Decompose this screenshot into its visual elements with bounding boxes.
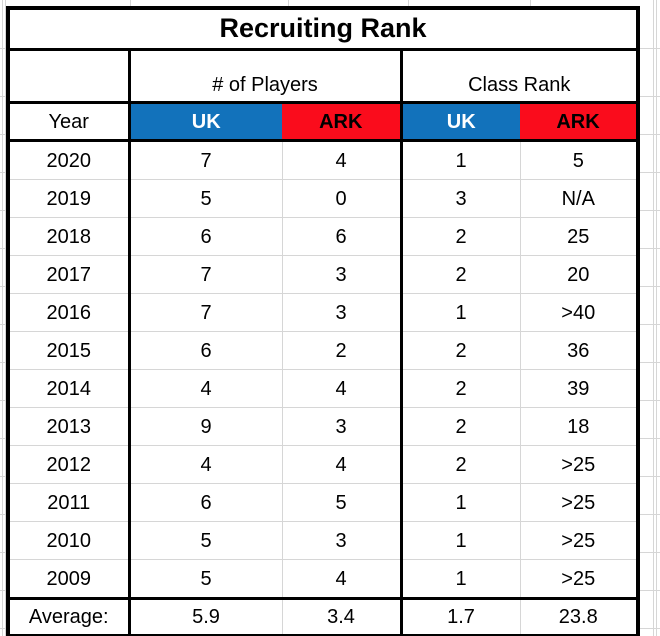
year-cell: 2009 bbox=[8, 559, 131, 599]
uk-players-cell: 4 bbox=[129, 445, 283, 484]
uk-players-cell: 7 bbox=[129, 140, 283, 180]
uk-players-cell: 5 bbox=[129, 521, 283, 560]
gridline-vertical bbox=[656, 0, 657, 636]
uk-players-cell: 6 bbox=[129, 483, 283, 522]
ark-players-cell: 4 bbox=[282, 559, 403, 599]
table-row: 2015 6 2 2 36 bbox=[8, 331, 638, 370]
ark-rank-cell: >40 bbox=[520, 293, 638, 332]
year-cell: 2018 bbox=[8, 217, 131, 256]
ark-rank-cell: 36 bbox=[520, 331, 638, 370]
recruiting-rank-table: Recruiting Rank # of Players Class Rank … bbox=[6, 6, 640, 636]
uk-players-cell: 7 bbox=[129, 255, 283, 294]
uk-rank-cell: 2 bbox=[401, 255, 521, 294]
ark-players-cell: 0 bbox=[282, 179, 403, 218]
uk-rank-cell: 1 bbox=[401, 521, 521, 560]
ark-rank-header: ARK bbox=[520, 102, 638, 142]
table-title: Recruiting Rank bbox=[8, 8, 638, 51]
year-cell: 2010 bbox=[8, 521, 131, 560]
table-row: 2017 7 3 2 20 bbox=[8, 255, 638, 294]
ark-rank-cell: 25 bbox=[520, 217, 638, 256]
uk-players-cell: 5 bbox=[129, 559, 283, 599]
uk-players-cell: 6 bbox=[129, 331, 283, 370]
year-cell: 2016 bbox=[8, 293, 131, 332]
gridline-vertical bbox=[5, 0, 6, 636]
ark-players-cell: 4 bbox=[282, 140, 403, 180]
table-row: 2014 4 4 2 39 bbox=[8, 369, 638, 408]
group-header-classrank: Class Rank bbox=[401, 49, 638, 104]
year-cell: 2012 bbox=[8, 445, 131, 484]
ark-rank-cell: >25 bbox=[520, 445, 638, 484]
uk-rank-cell: 2 bbox=[401, 369, 521, 408]
ark-players-cell: 3 bbox=[282, 407, 403, 446]
year-cell: 2014 bbox=[8, 369, 131, 408]
table-row: 2020 7 4 1 5 bbox=[8, 140, 638, 180]
uk-rank-cell: 1 bbox=[401, 293, 521, 332]
column-header-row: Year UK ARK UK ARK bbox=[8, 102, 638, 142]
table-row: 2011 6 5 1 >25 bbox=[8, 483, 638, 522]
ark-rank-cell: 5 bbox=[520, 140, 638, 180]
table-row: 2016 7 3 1 >40 bbox=[8, 293, 638, 332]
ark-rank-cell: N/A bbox=[520, 179, 638, 218]
group-header-row: # of Players Class Rank bbox=[8, 49, 638, 104]
year-cell: 2020 bbox=[8, 140, 131, 180]
ark-rank-cell: 20 bbox=[520, 255, 638, 294]
uk-rank-cell: 2 bbox=[401, 331, 521, 370]
year-cell: 2013 bbox=[8, 407, 131, 446]
ark-players-cell: 4 bbox=[282, 445, 403, 484]
uk-players-cell: 7 bbox=[129, 293, 283, 332]
average-value-cell: 3.4 bbox=[282, 597, 403, 636]
ark-players-cell: 2 bbox=[282, 331, 403, 370]
ark-players-cell: 3 bbox=[282, 255, 403, 294]
uk-rank-cell: 2 bbox=[401, 445, 521, 484]
ark-rank-cell: 18 bbox=[520, 407, 638, 446]
uk-rank-header: UK bbox=[401, 102, 520, 142]
ark-rank-cell: >25 bbox=[520, 559, 638, 599]
year-header-cell: Year bbox=[8, 102, 131, 142]
group-header-players: # of Players bbox=[129, 49, 403, 104]
gridline-vertical bbox=[653, 0, 654, 636]
ark-rank-cell: >25 bbox=[520, 521, 638, 560]
ark-players-cell: 6 bbox=[282, 217, 403, 256]
uk-players-cell: 4 bbox=[129, 369, 283, 408]
ark-players-cell: 4 bbox=[282, 369, 403, 408]
average-label-cell: Average: bbox=[8, 597, 131, 636]
table-row: 2010 5 3 1 >25 bbox=[8, 521, 638, 560]
uk-rank-cell: 2 bbox=[401, 217, 521, 256]
uk-players-header: UK bbox=[129, 102, 282, 142]
table-row: 2018 6 6 2 25 bbox=[8, 217, 638, 256]
uk-players-cell: 5 bbox=[129, 179, 283, 218]
table-row: 2009 5 4 1 >25 bbox=[8, 559, 638, 599]
table-row: 2012 4 4 2 >25 bbox=[8, 445, 638, 484]
year-cell: 2011 bbox=[8, 483, 131, 522]
uk-players-cell: 6 bbox=[129, 217, 283, 256]
gridline-vertical bbox=[2, 0, 3, 636]
table-row: 2013 9 3 2 18 bbox=[8, 407, 638, 446]
uk-rank-cell: 1 bbox=[401, 140, 521, 180]
ark-rank-cell: 39 bbox=[520, 369, 638, 408]
uk-rank-cell: 3 bbox=[401, 179, 521, 218]
group-header-spacer bbox=[8, 49, 131, 104]
average-value-cell: 5.9 bbox=[129, 597, 283, 636]
ark-players-cell: 3 bbox=[282, 521, 403, 560]
average-row: Average: 5.9 3.4 1.7 23.8 bbox=[8, 597, 638, 636]
year-cell: 2019 bbox=[8, 179, 131, 218]
table-title-row: Recruiting Rank bbox=[8, 8, 638, 51]
year-cell: 2017 bbox=[8, 255, 131, 294]
uk-rank-cell: 1 bbox=[401, 559, 521, 599]
average-value-cell: 23.8 bbox=[520, 597, 638, 636]
table-row: 2019 5 0 3 N/A bbox=[8, 179, 638, 218]
uk-rank-cell: 2 bbox=[401, 407, 521, 446]
ark-players-cell: 5 bbox=[282, 483, 403, 522]
uk-players-cell: 9 bbox=[129, 407, 283, 446]
ark-players-header: ARK bbox=[282, 102, 403, 142]
average-value-cell: 1.7 bbox=[401, 597, 521, 636]
uk-rank-cell: 1 bbox=[401, 483, 521, 522]
year-cell: 2015 bbox=[8, 331, 131, 370]
ark-players-cell: 3 bbox=[282, 293, 403, 332]
ark-rank-cell: >25 bbox=[520, 483, 638, 522]
